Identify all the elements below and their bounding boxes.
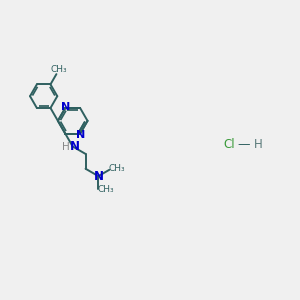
Text: N: N [76, 130, 85, 140]
Text: N: N [61, 101, 70, 112]
Text: N: N [93, 169, 103, 183]
Text: H: H [62, 142, 70, 152]
Text: —: — [237, 138, 250, 151]
Text: N: N [70, 140, 80, 153]
Text: CH₃: CH₃ [51, 65, 67, 74]
Text: CH₃: CH₃ [108, 164, 125, 173]
Text: CH₃: CH₃ [98, 185, 114, 194]
Text: H: H [254, 138, 262, 151]
Text: Cl: Cl [223, 138, 235, 151]
